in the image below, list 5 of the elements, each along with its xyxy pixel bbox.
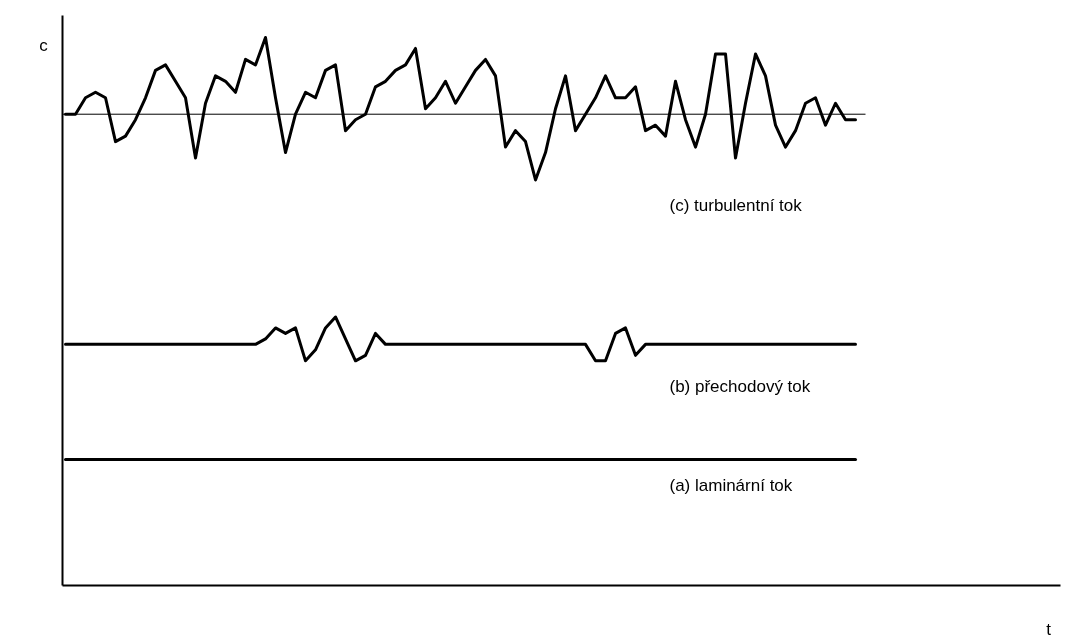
series-label: (a) laminární tok xyxy=(669,475,793,495)
text: t xyxy=(1046,619,1052,639)
text: (c) turbulentní tok xyxy=(669,196,803,216)
series-label: (b) přechodový tok xyxy=(669,377,811,397)
y-axis-title: c xyxy=(39,36,49,56)
